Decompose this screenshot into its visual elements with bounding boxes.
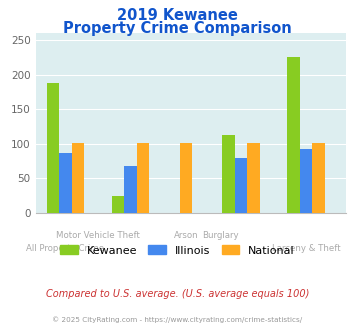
Bar <box>112 196 125 213</box>
Text: Larceny & Theft: Larceny & Theft <box>272 244 340 253</box>
Bar <box>47 83 59 213</box>
Text: 2019 Kewanee: 2019 Kewanee <box>117 8 238 23</box>
Bar <box>59 153 72 213</box>
Text: Burglary: Burglary <box>203 231 239 240</box>
Bar <box>125 166 137 213</box>
Bar <box>247 143 260 213</box>
Text: © 2025 CityRating.com - https://www.cityrating.com/crime-statistics/: © 2025 CityRating.com - https://www.city… <box>53 316 302 323</box>
Bar <box>312 143 325 213</box>
Text: Property Crime Comparison: Property Crime Comparison <box>63 21 292 36</box>
Text: Arson: Arson <box>174 231 198 240</box>
Legend: Kewanee, Illinois, National: Kewanee, Illinois, National <box>56 241 299 260</box>
Bar <box>287 57 300 213</box>
Bar <box>300 149 312 213</box>
Bar <box>180 143 192 213</box>
Text: All Property Crime: All Property Crime <box>27 244 105 253</box>
Bar <box>137 143 149 213</box>
Bar <box>235 157 247 213</box>
Bar <box>222 135 235 213</box>
Text: Compared to U.S. average. (U.S. average equals 100): Compared to U.S. average. (U.S. average … <box>46 289 309 299</box>
Bar <box>72 143 84 213</box>
Text: Motor Vehicle Theft: Motor Vehicle Theft <box>56 231 140 240</box>
